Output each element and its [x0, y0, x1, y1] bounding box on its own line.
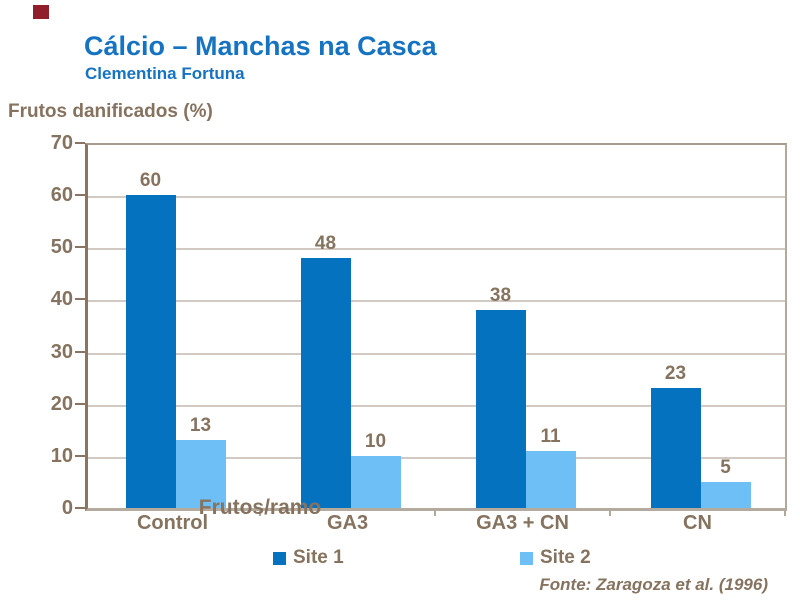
category-label-ga3: GA3	[326, 512, 369, 534]
bar-value-label: 23	[664, 363, 687, 385]
y-tick-mark-20	[75, 402, 85, 405]
gridline-20	[88, 404, 785, 407]
y-tick-label-0: 0	[61, 497, 73, 519]
legend-swatch-site1	[273, 551, 286, 565]
category-label-cn: CN	[683, 512, 712, 534]
bar-site1-control	[125, 195, 176, 508]
y-tick-label-40: 40	[50, 288, 73, 311]
legend-item-site2: Site 2	[520, 547, 591, 569]
legend-swatch-site2	[520, 551, 533, 565]
bar-site2-control	[175, 440, 226, 508]
bar-value-label: 60	[139, 170, 162, 192]
bar-value-label: 11	[540, 425, 561, 447]
bar-value-label: 5	[720, 456, 731, 478]
y-tick-mark-30	[75, 350, 85, 353]
x-tick-mark-2	[434, 509, 436, 516]
y-tick-mark-50	[75, 246, 85, 249]
bar-site1-cn	[650, 388, 701, 508]
y-tick-label-70: 70	[50, 132, 73, 154]
bar-site2-cn	[700, 481, 751, 508]
x-axis-title: Frutos/ramo	[198, 496, 322, 519]
slide-title: Cálcio – Manchas na Casca	[84, 31, 437, 61]
legend-label: Site 1	[293, 547, 344, 568]
y-tick-mark-40	[75, 298, 85, 301]
y-tick-mark-70	[75, 142, 85, 144]
y-tick-mark-0	[75, 507, 85, 509]
category-label-control: Control	[136, 512, 209, 534]
y-tick-label-60: 60	[50, 184, 73, 207]
gridline-30	[88, 352, 785, 355]
bar-site1-ga3+cn	[475, 309, 526, 508]
plot-area: 60 13 48 10 38 11 23 5	[85, 143, 787, 511]
gridline-50	[88, 248, 785, 251]
source-citation: Fonte: Zaragoza et al. (1996)	[539, 575, 768, 594]
gridline-10	[88, 456, 785, 459]
bar-site2-ga3	[350, 455, 401, 508]
x-tick-mark-3	[609, 509, 611, 516]
bar-site2-ga3+cn	[525, 450, 576, 508]
bar-value-label: 10	[364, 430, 387, 452]
y-tick-label-30: 30	[50, 340, 73, 363]
y-tick-mark-60	[75, 194, 85, 197]
x-tick-mark-1	[259, 509, 261, 516]
slide-subtitle: Clementina Fortuna	[85, 64, 245, 83]
corner-decoration-square	[33, 5, 49, 19]
gridline-40	[88, 300, 785, 303]
bar-value-label: 13	[189, 415, 212, 437]
y-tick-label-50: 50	[50, 236, 73, 259]
legend-label: Site 2	[540, 547, 591, 568]
category-label-ga3+cn: GA3 + CN	[476, 512, 569, 534]
y-tick-mark-10	[75, 454, 85, 457]
x-tick-mark-4	[784, 509, 786, 516]
bar-value-label: 48	[314, 232, 337, 254]
bar-value-label: 38	[489, 284, 512, 306]
gridline-60	[88, 196, 785, 199]
y-axis-title: Frutos danificados (%)	[8, 101, 213, 122]
y-tick-label-10: 10	[50, 444, 73, 467]
bar-site1-ga3	[300, 257, 351, 508]
y-tick-label-20: 20	[50, 392, 73, 415]
legend-item-site1: Site 1	[273, 547, 344, 569]
